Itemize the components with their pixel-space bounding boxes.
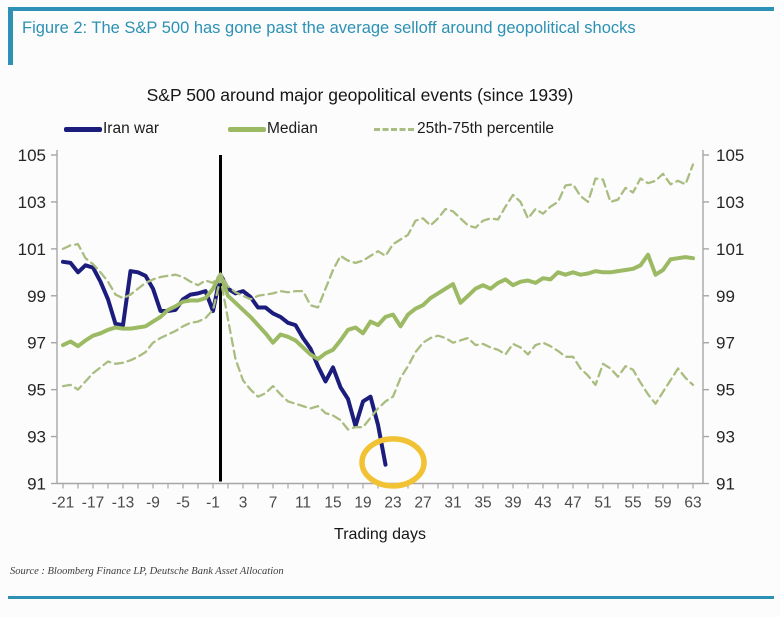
- legend-swatch-percentile: [374, 127, 414, 131]
- x-axis-tick-label: 51: [594, 495, 611, 512]
- y-axis-tick-label-right: 99: [716, 287, 735, 306]
- x-axis-tick-label: 43: [534, 495, 551, 512]
- x-axis-tick-label: 19: [354, 495, 371, 512]
- y-axis-tick-label-right: 95: [716, 381, 735, 400]
- x-axis-tick-label: -13: [112, 495, 134, 512]
- highlight-circle: [359, 436, 427, 489]
- x-axis-tick-label: 27: [414, 495, 431, 512]
- x-axis-title: Trading days: [334, 526, 426, 543]
- x-axis-tick-label: 31: [444, 495, 461, 512]
- series-75th-percentile: [61, 163, 695, 309]
- y-axis-tick-label-left: 91: [27, 475, 46, 494]
- x-axis-tick-label: -5: [176, 495, 190, 512]
- chart-title: S&P 500 around major geopolitical events…: [146, 85, 574, 105]
- x-axis-tick-label: 3: [239, 495, 248, 512]
- x-axis-tick-label: 15: [324, 495, 341, 512]
- y-axis-tick-label-left: 95: [27, 381, 46, 400]
- series-median: [61, 252, 695, 362]
- figure-top-rule: [8, 7, 774, 11]
- y-axis-tick-label-left: 105: [18, 146, 46, 165]
- x-axis-tick-label: 23: [384, 495, 401, 512]
- x-axis-tick-label: 39: [504, 495, 521, 512]
- series-iran-war: [61, 259, 388, 467]
- line-chart-plot: 91 91 93 93 95 95 97 97 99 99 101 101 103 103 105 105 -2…: [18, 146, 745, 512]
- x-axis-tick-label: 47: [564, 495, 581, 512]
- y-axis-tick-label-right: 97: [716, 334, 735, 353]
- y-axis-tick-label-left: 101: [18, 240, 46, 259]
- x-axis-tick-label: 59: [654, 495, 671, 512]
- legend-item-percentile: 25th-75th percentile: [374, 118, 554, 140]
- x-axis-tick-label: -1: [206, 495, 220, 512]
- x-axis-tick-label: -21: [52, 495, 74, 512]
- x-axis-tick-label: -9: [146, 495, 160, 512]
- x-axis-tick-label: 35: [474, 495, 491, 512]
- legend-item-iran-war: Iran war: [64, 118, 159, 140]
- y-axis-tick-label-right: 91: [716, 475, 735, 494]
- x-axis-tick-label: 7: [269, 495, 278, 512]
- chart-legend: Iran war Median 25th-75th percentile: [0, 118, 780, 140]
- y-axis-tick-label-left: 99: [27, 287, 46, 306]
- y-axis-tick-label-right: 101: [716, 240, 744, 259]
- figure-caption-accent-bar: [8, 9, 13, 65]
- figure-caption: Figure 2: The S&P 500 has gone past the …: [22, 19, 636, 37]
- source-note: Source : Bloomberg Finance LP, Deutsche …: [10, 566, 284, 577]
- x-axis-tick-label: -17: [82, 495, 104, 512]
- y-axis-tick-label-left: 97: [27, 334, 46, 353]
- figure-bottom-rule: [8, 596, 774, 599]
- legend-label-percentile: 25th-75th percentile: [417, 120, 555, 137]
- legend-swatch-iran-war: [64, 126, 102, 132]
- x-axis-tick-label: 63: [684, 495, 701, 512]
- x-axis-tick-label: 55: [624, 495, 641, 512]
- legend-swatch-median: [228, 126, 266, 132]
- x-axis-tick-label: 11: [295, 495, 311, 512]
- y-axis-tick-label-right: 93: [716, 428, 735, 447]
- y-axis-tick-label-right: 105: [716, 146, 744, 165]
- legend-label-median: Median: [267, 120, 318, 137]
- legend-item-median: Median: [228, 118, 318, 140]
- y-axis-tick-label-left: 93: [27, 428, 46, 447]
- series-25th-percentile: [61, 277, 695, 431]
- legend-label-iran-war: Iran war: [103, 120, 159, 137]
- y-axis-tick-label-right: 103: [716, 193, 744, 212]
- y-axis-tick-label-left: 103: [18, 193, 46, 212]
